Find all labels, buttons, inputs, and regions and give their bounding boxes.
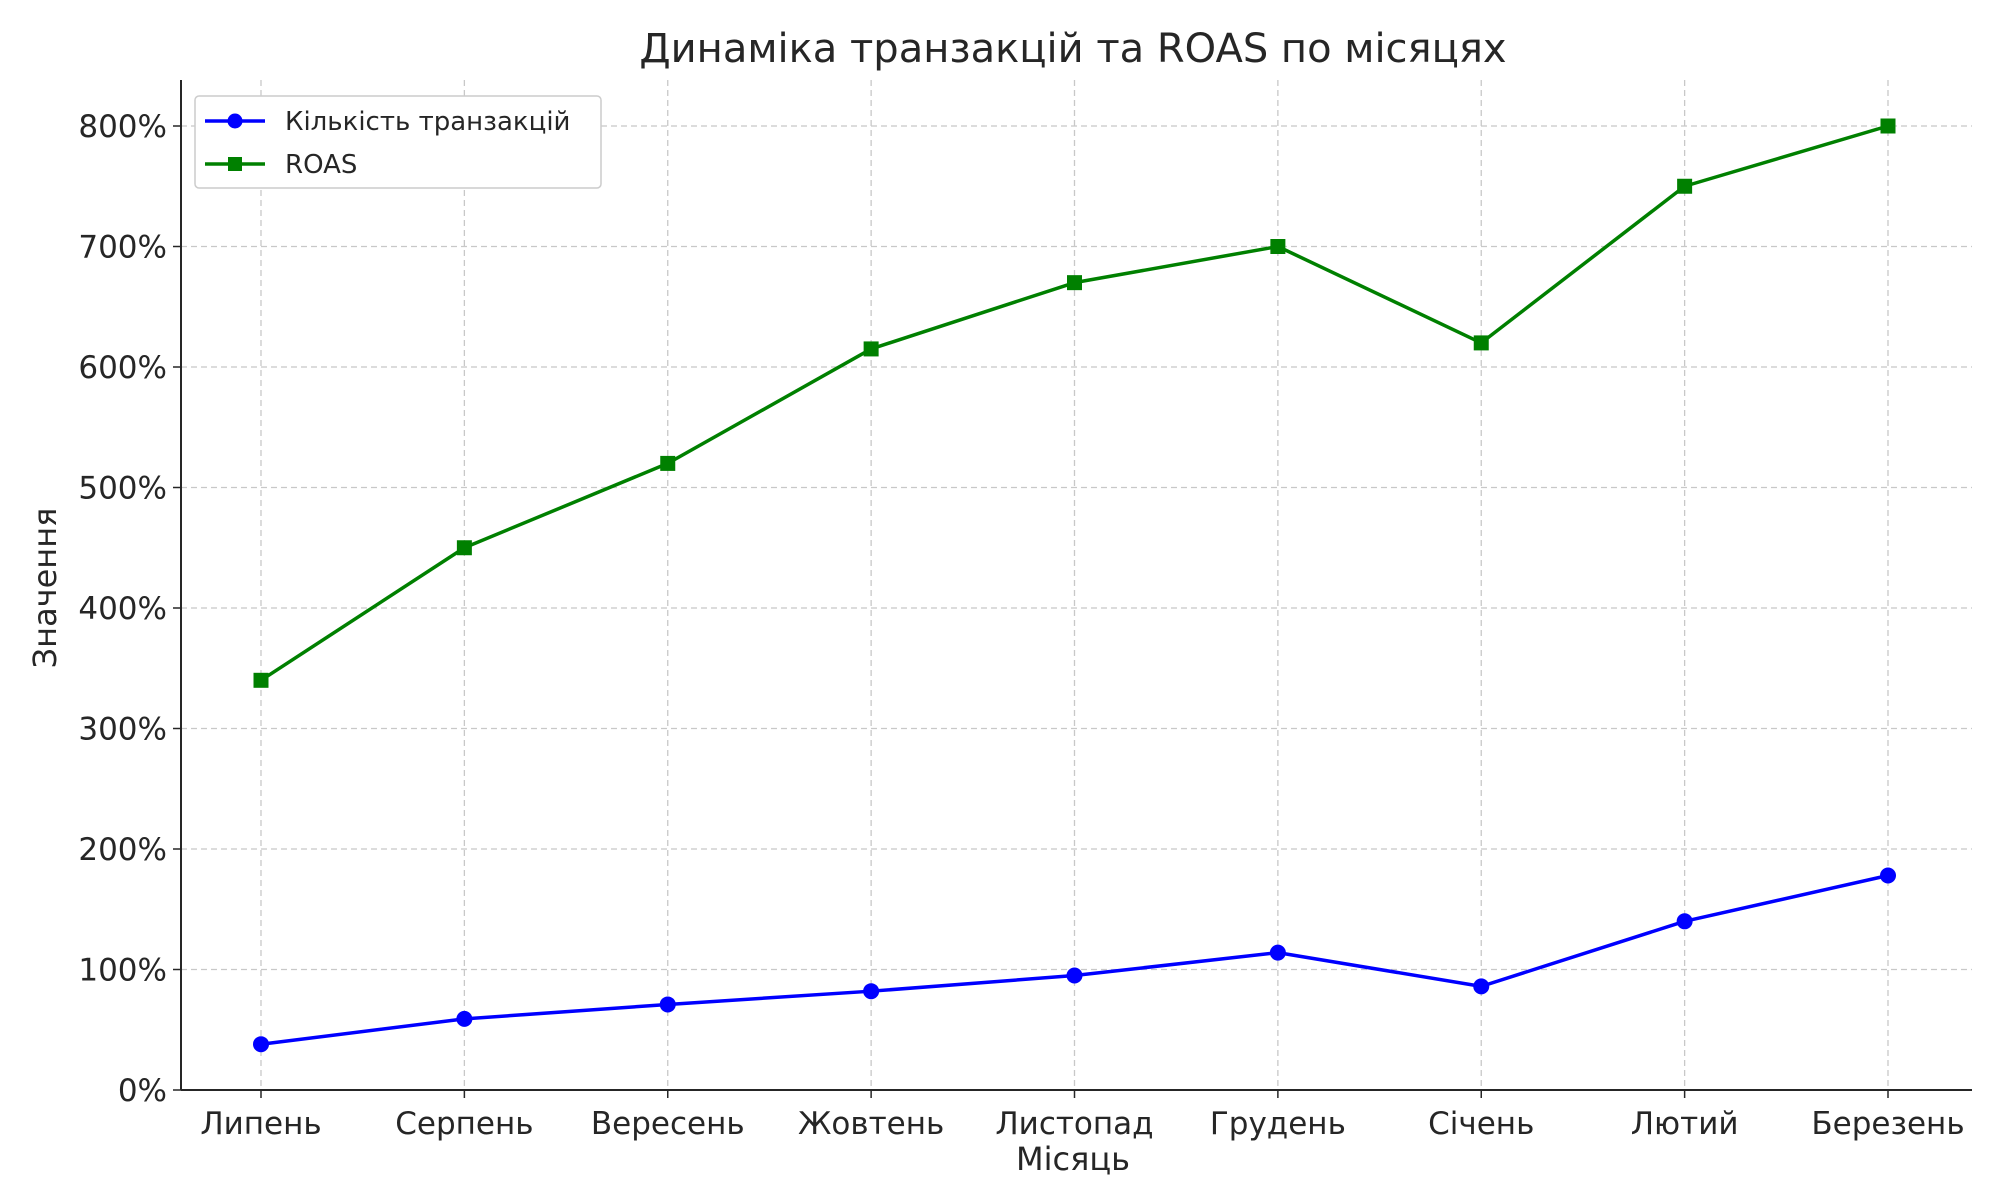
legend-label: ROAS xyxy=(285,150,357,180)
axes xyxy=(180,80,1972,1091)
y-tick-label: 100% xyxy=(78,953,167,989)
data-point-square xyxy=(1067,275,1082,291)
data-point-circle xyxy=(456,1010,473,1027)
y-tick-label: 800% xyxy=(78,109,167,145)
y-tick-label: 400% xyxy=(78,591,167,627)
y-axis-ticks: 0% 100% 200% 300% 400% 500% 600% 700% 800% xyxy=(78,109,181,1109)
y-tick-label: 300% xyxy=(78,712,167,748)
x-tick-label: Березень xyxy=(1811,1106,1964,1142)
data-point-circle xyxy=(1473,978,1490,995)
x-tick-label: Лютий xyxy=(1631,1106,1739,1142)
y-tick-label: 200% xyxy=(78,832,167,868)
y-tick-label: 500% xyxy=(78,471,167,507)
x-tick-label: Вересень xyxy=(591,1106,745,1142)
legend-marker-square xyxy=(228,157,242,171)
data-point-circle xyxy=(253,1036,269,1053)
legend-label: Кількість транзакцій xyxy=(285,107,570,137)
data-point-circle xyxy=(1676,913,1693,930)
legend-marker-circle xyxy=(227,113,243,129)
data-point-square xyxy=(1270,239,1286,254)
data-point-square xyxy=(1473,335,1489,351)
y-tick-label: 700% xyxy=(78,230,167,266)
data-point-circle xyxy=(1880,867,1896,884)
chart-title: Динаміка транзакцій та ROAS по місяцях xyxy=(639,26,1506,72)
series-group xyxy=(253,118,1896,1053)
data-point-square xyxy=(253,672,269,688)
y-tick-label: 0% xyxy=(118,1073,167,1109)
data-point-square xyxy=(456,540,472,556)
x-axis-label: Місяць xyxy=(1016,1140,1130,1178)
x-tick-label: Серпень xyxy=(395,1106,533,1142)
x-axis-ticks: Липень Серпень Вересень Жовтень Листопад Груд… xyxy=(200,1090,1965,1142)
data-point-circle xyxy=(659,996,676,1013)
data-point-circle xyxy=(1066,967,1083,984)
x-tick-label: Грудень xyxy=(1210,1106,1346,1142)
data-point-circle xyxy=(863,983,880,1000)
x-tick-label: Листопад xyxy=(995,1106,1153,1142)
x-tick-label: Січень xyxy=(1428,1106,1534,1142)
series-1 xyxy=(253,867,1896,1053)
legend: Кількість транзакцій ROAS xyxy=(194,95,602,189)
grid xyxy=(181,80,1972,1090)
legend-box xyxy=(194,95,602,189)
data-point-square xyxy=(660,455,676,471)
data-point-square xyxy=(1880,118,1896,134)
series-2 xyxy=(253,118,1896,688)
y-axis-label: Значення xyxy=(26,508,64,669)
data-point-circle xyxy=(1269,944,1286,961)
data-point-square xyxy=(863,341,879,357)
x-tick-label: Липень xyxy=(200,1106,321,1142)
x-tick-label: Жовтень xyxy=(798,1106,944,1142)
data-point-square xyxy=(1677,178,1693,194)
y-tick-label: 600% xyxy=(78,350,167,386)
